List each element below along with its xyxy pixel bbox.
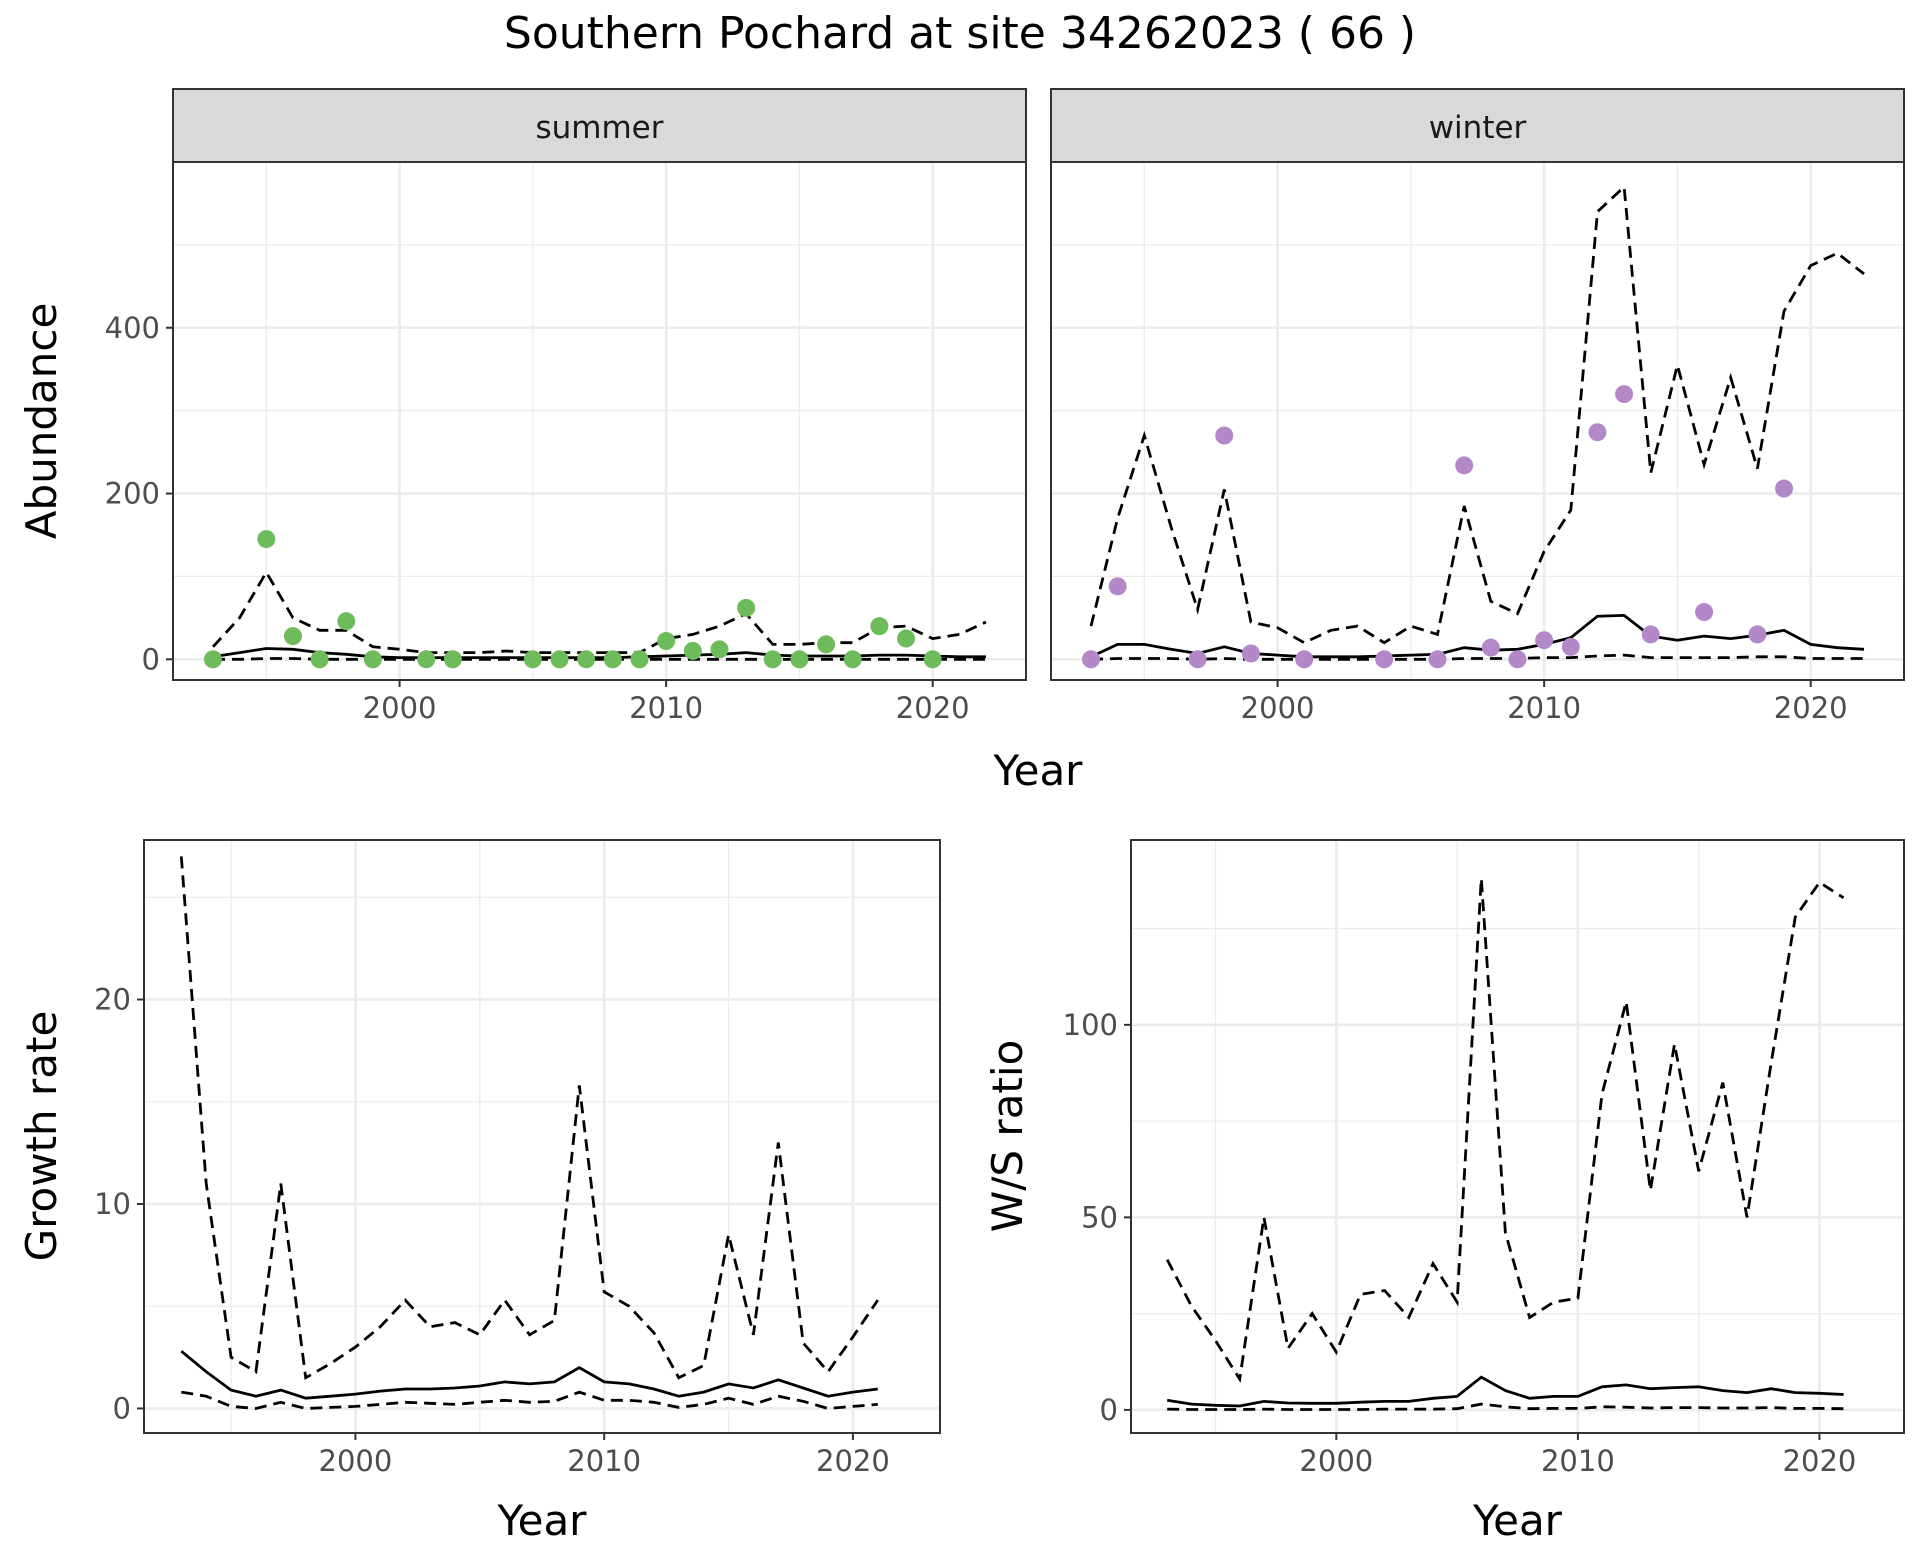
panel-border	[172, 161, 1027, 681]
data-point	[1375, 650, 1394, 669]
series-line-lower	[213, 657, 986, 661]
series-line-upper	[1089, 183, 1865, 645]
data-point	[1695, 603, 1714, 622]
data-point	[1535, 631, 1554, 650]
data-point	[363, 650, 382, 669]
data-point	[1428, 650, 1447, 669]
series-line-median	[180, 1350, 878, 1400]
x-axis-title: Year	[1472, 1496, 1563, 1545]
data-point	[683, 641, 702, 660]
data-point	[577, 650, 596, 669]
series-line-upper	[179, 856, 879, 1381]
facet-strip	[172, 88, 1027, 163]
y-tick-label: 200	[105, 477, 160, 511]
data-point	[630, 650, 649, 669]
panel-border	[143, 839, 941, 1434]
y-tick-label: 0	[113, 1391, 131, 1425]
data-point	[523, 650, 542, 669]
y-tick-label: 50	[1081, 1200, 1118, 1234]
x-tick-label: 2010	[567, 1444, 641, 1478]
data-point	[1508, 650, 1527, 669]
figure-title: Southern Pochard at site 34262023 ( 66 )	[504, 8, 1416, 59]
y-axis-title: Abundance	[17, 303, 66, 540]
y-tick-label: 20	[94, 982, 131, 1016]
data-point	[443, 650, 462, 669]
x-tick-label: 2000	[1299, 1444, 1373, 1478]
data-point	[337, 612, 356, 631]
y-tick-label: 400	[105, 311, 160, 345]
panel-background	[144, 840, 940, 1433]
y-tick-label: 10	[94, 1187, 131, 1221]
data-point	[1215, 426, 1234, 445]
x-tick-label: 2020	[1774, 691, 1848, 725]
series-line-lower	[181, 1390, 878, 1410]
data-point	[737, 598, 756, 617]
panel-background	[173, 162, 1026, 680]
facet-strip-label: winter	[1429, 110, 1527, 146]
x-axis-title: Year	[497, 1496, 588, 1545]
data-point	[550, 650, 569, 669]
data-point	[790, 650, 809, 669]
data-point	[283, 627, 302, 646]
data-point	[1561, 637, 1580, 656]
data-point	[710, 640, 729, 659]
series-line-lower	[1090, 653, 1864, 661]
data-point	[817, 635, 836, 654]
x-tick-label: 2010	[1541, 1444, 1615, 1478]
data-point	[897, 629, 916, 648]
data-point	[1481, 638, 1500, 657]
facet-strip-label: summer	[535, 110, 663, 146]
data-point	[1748, 625, 1767, 644]
data-point	[1241, 644, 1260, 663]
x-tick-label: 2020	[816, 1444, 890, 1478]
data-point	[1588, 423, 1607, 442]
series-line-median	[1166, 1375, 1844, 1408]
data-point	[417, 650, 436, 669]
x-tick-label: 2000	[319, 1444, 393, 1478]
panel-background	[1051, 162, 1904, 680]
x-tick-label: 2020	[1783, 1444, 1857, 1478]
data-point	[203, 650, 222, 669]
data-point	[1295, 650, 1314, 669]
y-axis-title: W/S ratio	[983, 1040, 1032, 1233]
data-point	[1455, 456, 1474, 475]
x-tick-label: 2000	[1241, 691, 1315, 725]
x-tick-label: 2010	[629, 691, 703, 725]
series-line-upper	[1165, 878, 1845, 1384]
y-tick-label: 100	[1063, 1008, 1118, 1042]
data-point	[923, 650, 942, 669]
data-point	[763, 650, 782, 669]
facet-strip	[1050, 88, 1905, 163]
series-line-upper	[211, 569, 987, 654]
x-tick-label: 2010	[1507, 691, 1581, 725]
data-point	[310, 650, 329, 669]
data-point	[843, 650, 862, 669]
data-point	[1081, 650, 1100, 669]
data-point	[1775, 479, 1794, 498]
y-axis-title: Growth rate	[17, 1011, 66, 1262]
x-tick-label: 2000	[363, 691, 437, 725]
panel-border	[1130, 839, 1905, 1434]
data-point	[870, 617, 889, 636]
series-line-median	[1090, 613, 1865, 659]
panel-border	[1050, 161, 1905, 681]
data-point	[1108, 577, 1127, 596]
data-point	[1188, 650, 1207, 669]
y-tick-label: 0	[142, 642, 160, 676]
data-point	[603, 650, 622, 669]
x-tick-label: 2020	[896, 691, 970, 725]
y-tick-label: 0	[1100, 1393, 1118, 1427]
data-point	[1641, 625, 1660, 644]
data-point	[257, 530, 276, 549]
x-axis-title: Year	[993, 746, 1084, 795]
data-point	[1615, 385, 1634, 404]
data-point	[657, 632, 676, 651]
panel-background	[1131, 840, 1904, 1433]
